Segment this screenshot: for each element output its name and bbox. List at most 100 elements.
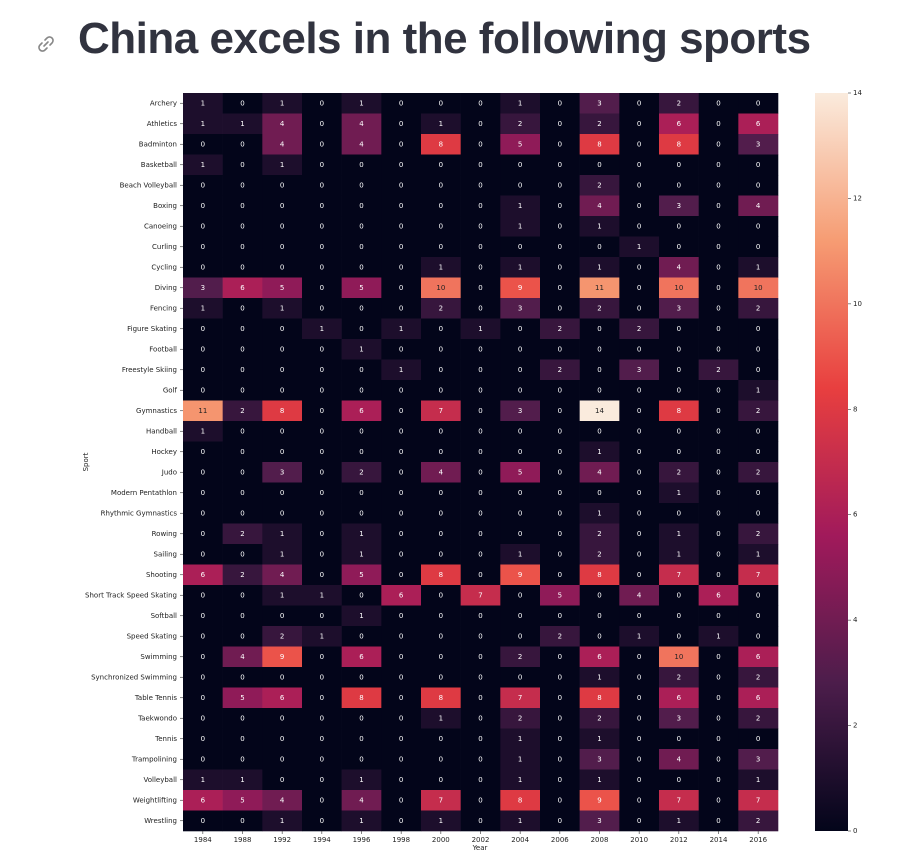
cell-label: 0 — [637, 776, 641, 784]
heatmap-cell — [341, 585, 382, 606]
cell-label: 0 — [677, 222, 681, 230]
y-tick-label: Modern Pentathlon — [111, 489, 177, 497]
heatmap-cell — [738, 359, 779, 381]
x-tick-label: 1984 — [194, 836, 212, 844]
heatmap-cell — [302, 585, 342, 606]
heatmap-cell — [381, 769, 422, 791]
x-tick-label: 2000 — [432, 836, 450, 844]
y-tick-label: Basketball — [141, 161, 177, 169]
cell-label: 7 — [677, 796, 681, 804]
heatmap-cell — [619, 216, 660, 237]
y-tick-label: Wrestling — [144, 817, 177, 825]
cell-label: 0 — [359, 263, 363, 271]
cell-label: 10 — [754, 284, 763, 292]
cell-label: 4 — [359, 140, 364, 148]
heatmap-cell — [460, 605, 501, 627]
cell-label: 1 — [518, 735, 522, 743]
heatmap-cell — [619, 810, 660, 832]
cell-label: 0 — [637, 796, 641, 804]
heatmap-cell — [381, 810, 422, 832]
heatmap-cell — [540, 646, 580, 668]
cell-label: 0 — [240, 243, 244, 251]
heatmap-cell — [183, 523, 223, 545]
heatmap-cell — [460, 503, 501, 524]
heatmap-cell — [659, 503, 699, 524]
heatmap-cell — [421, 359, 461, 381]
heatmap-cell — [540, 462, 580, 483]
heatmap-cell — [738, 257, 779, 278]
cell-label: 0 — [716, 325, 720, 333]
heatmap-cell — [183, 113, 223, 135]
cell-label: 2 — [716, 366, 720, 374]
y-tick-label: Softball — [151, 612, 177, 620]
y-tick-label: Archery — [150, 99, 177, 107]
heatmap-cell — [381, 441, 422, 463]
cell-label: 0 — [478, 161, 482, 169]
cell-label: 0 — [240, 304, 244, 312]
heatmap-cell — [421, 175, 461, 196]
heatmap-cell — [460, 564, 501, 586]
cell-label: 0 — [597, 489, 601, 497]
y-tick-label: Freestyle Skiing — [122, 366, 177, 374]
cell-label: 2 — [240, 571, 244, 579]
cell-label: 3 — [677, 714, 681, 722]
cell-label: 0 — [478, 796, 482, 804]
heatmap-cell — [381, 113, 422, 135]
cell-label: 0 — [320, 304, 324, 312]
heatmap-cell — [698, 810, 739, 832]
cell-label: 1 — [637, 243, 641, 251]
heatmap-cell — [579, 359, 620, 381]
heatmap-cell — [302, 134, 342, 155]
heatmap-cell — [738, 277, 779, 299]
heatmap-cell — [302, 667, 342, 688]
heatmap-cell — [579, 380, 620, 401]
cell-label: 1 — [439, 263, 443, 271]
x-tick-label: 2002 — [472, 836, 490, 844]
heatmap-cell — [302, 503, 342, 524]
cell-label: 1 — [280, 304, 284, 312]
heatmap-cell — [698, 605, 739, 627]
cell-label: 0 — [478, 673, 482, 681]
heatmap-cell — [738, 236, 779, 258]
cell-label: 0 — [359, 386, 363, 394]
cell-label: 0 — [518, 448, 522, 456]
heatmap-cell — [262, 462, 303, 483]
heatmap-cell — [698, 790, 739, 811]
cell-label: 1 — [677, 489, 681, 497]
cell-label: 0 — [320, 284, 324, 292]
cell-label: 0 — [478, 653, 482, 661]
cell-label: 2 — [677, 673, 681, 681]
cell-label: 1 — [359, 817, 363, 825]
heatmap-cell — [698, 728, 739, 750]
cell-label: 0 — [359, 448, 363, 456]
cell-label: 0 — [478, 120, 482, 128]
heatmap-cell — [619, 298, 660, 319]
cell-label: 0 — [677, 325, 681, 333]
cell-label: 0 — [399, 735, 403, 743]
cell-label: 1 — [280, 550, 284, 558]
cell-label: 1 — [597, 222, 601, 230]
cell-label: 0 — [320, 673, 324, 681]
cell-label: 3 — [201, 284, 205, 292]
cell-label: 0 — [716, 714, 720, 722]
cell-label: 2 — [677, 468, 681, 476]
cell-label: 0 — [439, 386, 443, 394]
cell-label: 0 — [558, 755, 562, 763]
cell-label: 0 — [558, 243, 562, 251]
heatmap-cell — [659, 646, 699, 668]
cell-label: 0 — [716, 386, 720, 394]
heatmap-cell — [262, 708, 303, 729]
cell-label: 0 — [478, 366, 482, 374]
cell-label: 2 — [240, 530, 244, 538]
heatmap-cell — [579, 626, 620, 647]
heatmap-cell — [421, 134, 461, 155]
heatmap-cell — [540, 626, 580, 647]
heatmap-cell — [421, 585, 461, 606]
cell-label: 0 — [280, 714, 284, 722]
anchor-link-icon[interactable] — [36, 34, 56, 54]
heatmap-cell — [540, 605, 580, 627]
heatmap-cell — [341, 175, 382, 196]
heatmap-cell — [302, 154, 342, 176]
cell-label: 0 — [478, 509, 482, 517]
cell-label: 1 — [359, 612, 363, 620]
